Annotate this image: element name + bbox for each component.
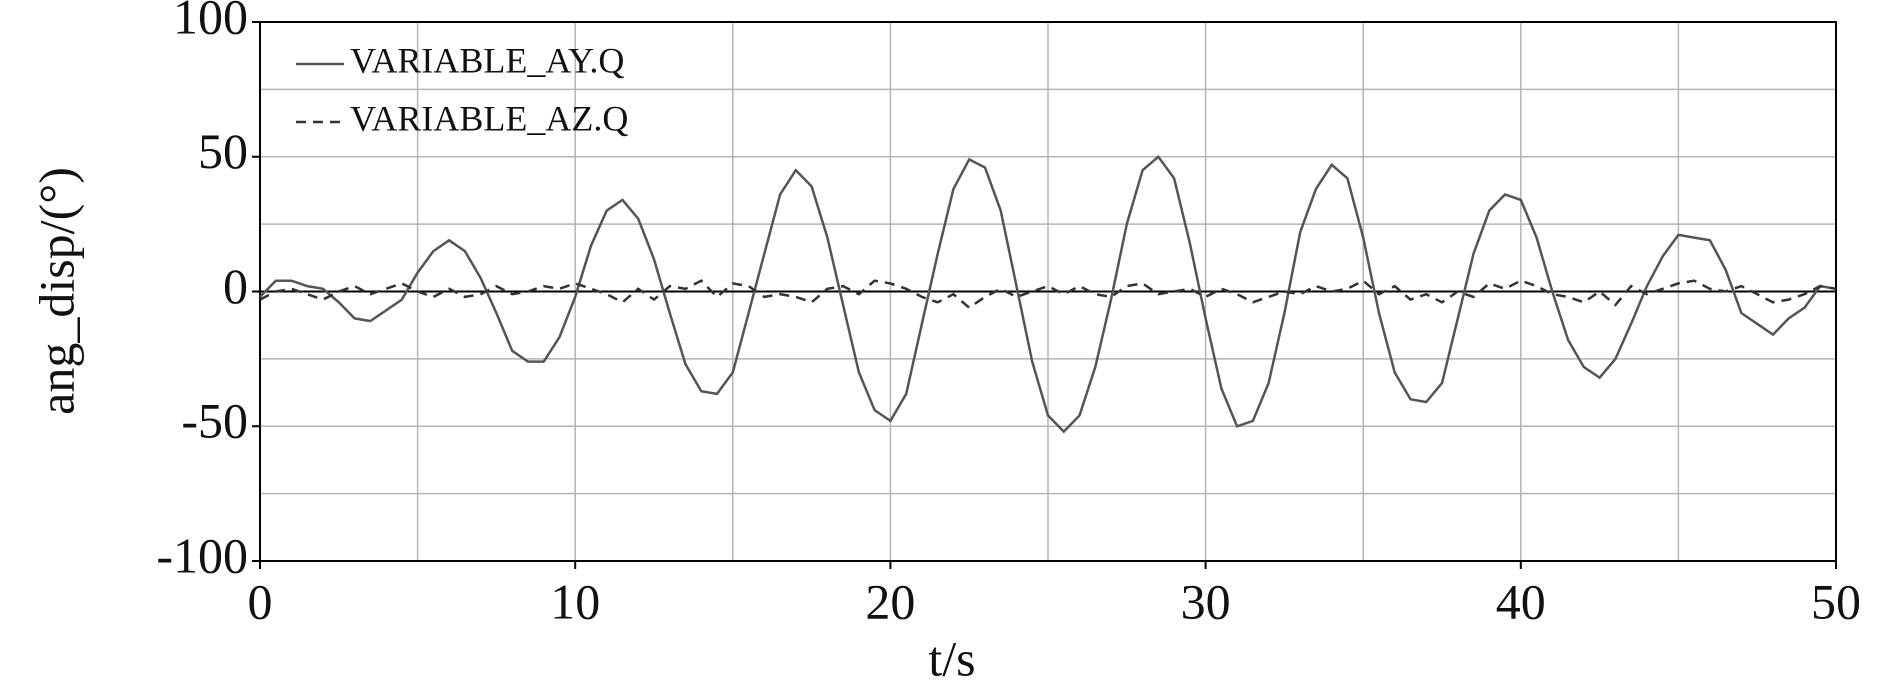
x-axis-label: t/s: [928, 630, 975, 685]
legend-label: VARIABLE_AY.Q: [350, 40, 624, 80]
series-line: [259, 154, 1837, 434]
series-line: [259, 279, 1837, 310]
x-tick-label: 0: [248, 573, 273, 629]
x-tick-label: 50: [1811, 573, 1861, 629]
x-tick-label: 30: [1181, 573, 1231, 629]
x-tick-label: 40: [1496, 573, 1546, 629]
y-tick-label: -50: [181, 393, 248, 449]
y-tick-label: 50: [198, 123, 248, 179]
x-tick-label: 20: [865, 573, 915, 629]
y-tick-label: -100: [156, 527, 248, 583]
y-tick-label: 100: [173, 0, 248, 44]
legend-label: VARIABLE_AZ.Q: [350, 98, 628, 138]
y-tick-label: 0: [223, 258, 248, 314]
y-axis-label: ang_disp/(°): [28, 167, 84, 415]
x-tick-label: 10: [550, 573, 600, 629]
